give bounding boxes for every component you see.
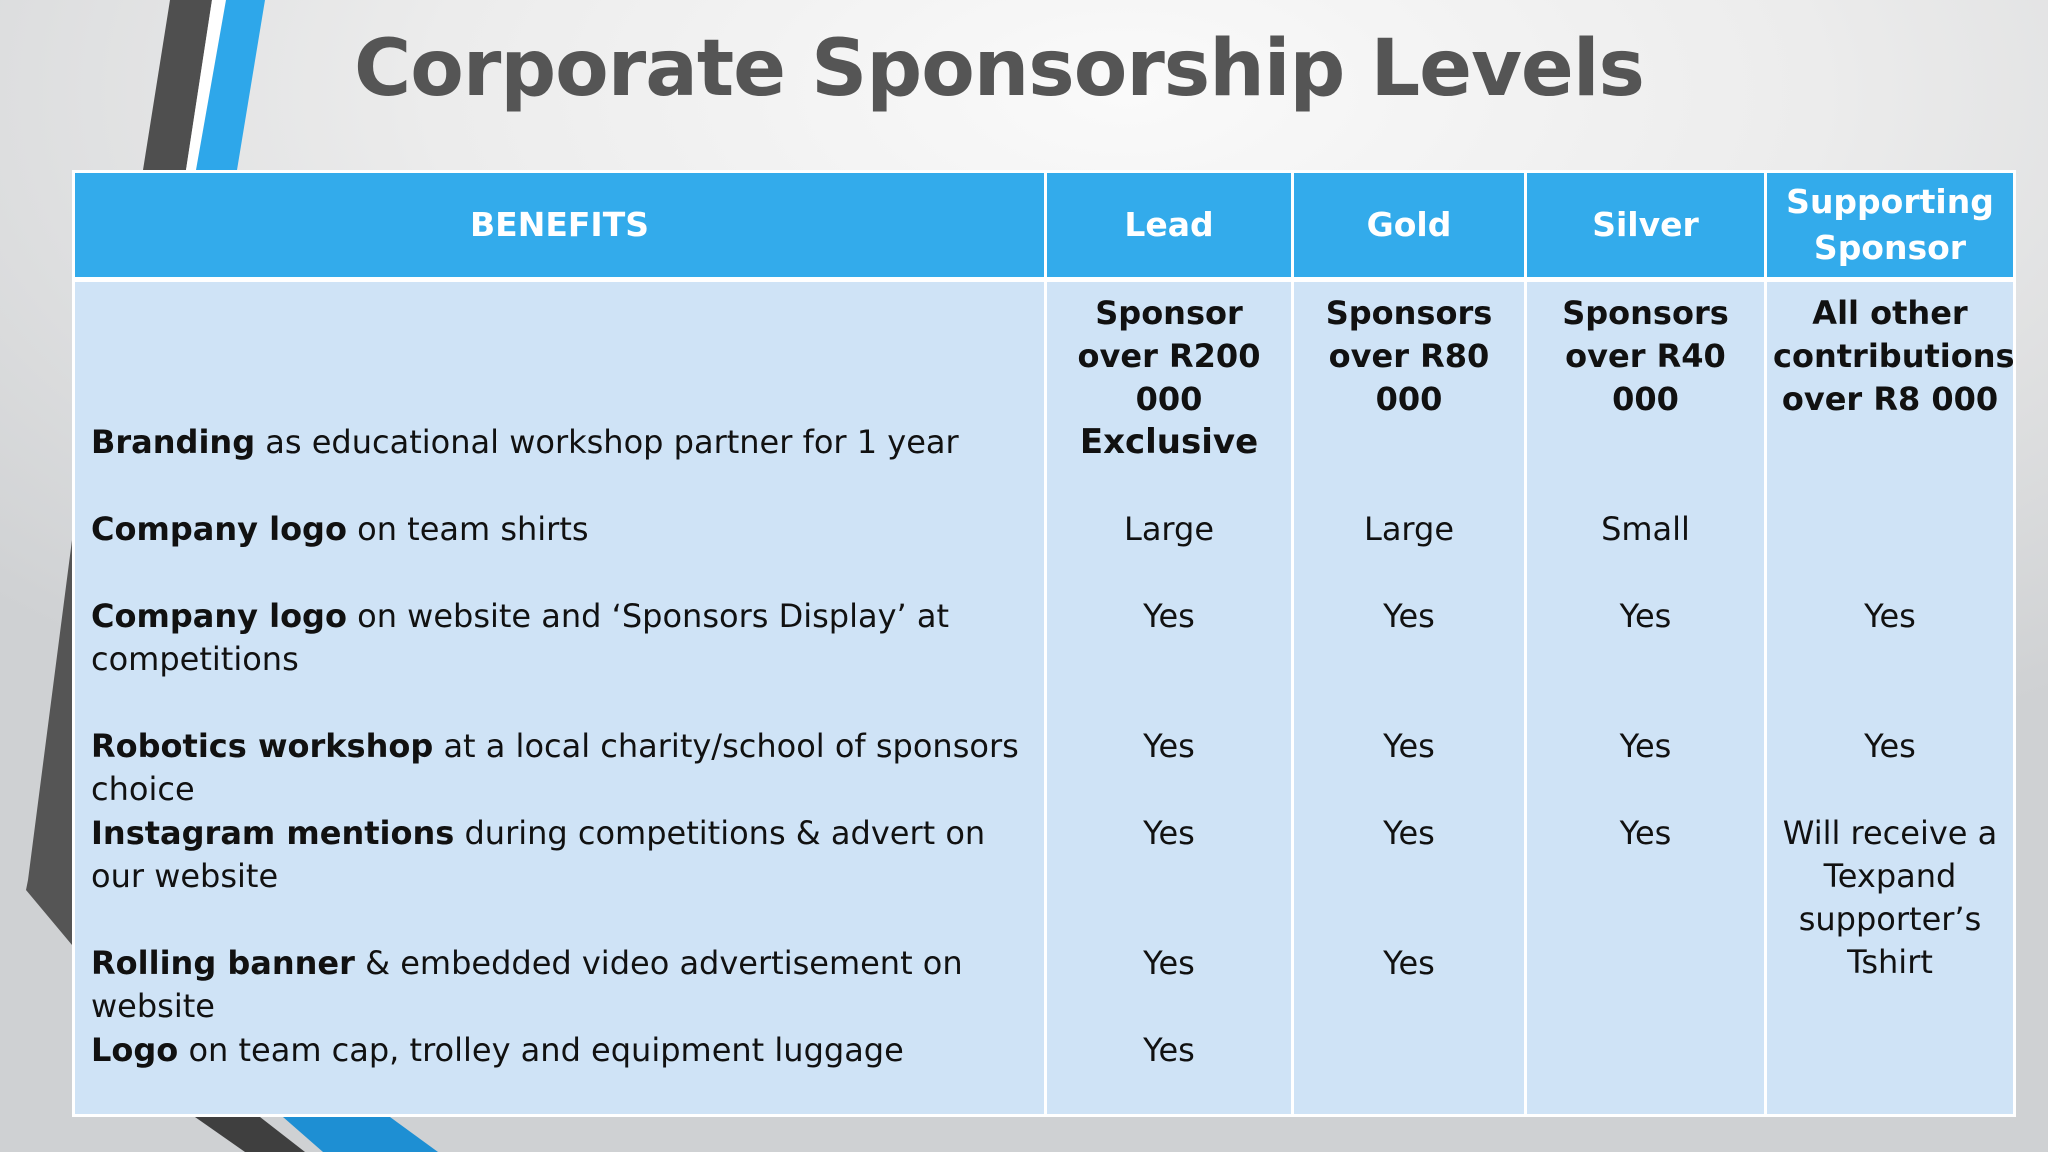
header-gold: Gold	[1291, 170, 1527, 282]
supporting-value: Yes	[1764, 725, 2016, 812]
benefit-desc: on website and ‘Sponsors Display’ at com…	[91, 597, 950, 678]
sponsorship-table: BENEFITS Lead Gold Silver Supporting Spo…	[72, 170, 2016, 1117]
table-row: Rolling banner & embedded video advertis…	[72, 942, 2015, 1029]
benefit-desc: at a local charity/school of sponsors ch…	[91, 727, 1019, 808]
benefit-name: Instagram mentions	[91, 814, 455, 852]
lead-value: Exclusive	[1044, 421, 1294, 508]
benefit-cell: Rolling banner & embedded video advertis…	[72, 942, 1047, 1029]
lead-value: Yes	[1044, 725, 1294, 812]
supporting-value: Yes	[1764, 595, 2016, 725]
lead-value: Yes	[1044, 812, 1294, 942]
silver-value: Small	[1524, 508, 1767, 595]
benefit-cell: Logo on team cap, trolley and equipment …	[72, 1029, 1047, 1117]
gold-value: Yes	[1291, 595, 1527, 725]
gold-value: Yes	[1291, 725, 1527, 812]
benefit-cell: Company logo on website and ‘Sponsors Di…	[72, 595, 1047, 725]
supporting-value	[1764, 421, 2016, 508]
left-gray-band	[26, 540, 72, 945]
silver-value: Yes	[1524, 595, 1767, 725]
table-header-row: BENEFITS Lead Gold Silver Supporting Spo…	[72, 170, 2016, 282]
benefit-name: Robotics workshop	[91, 727, 434, 765]
lead-value: Yes	[1044, 942, 1294, 1029]
benefit-desc: on team shirts	[346, 510, 589, 548]
gold-value: Large	[1291, 508, 1527, 595]
benefit-cell: Branding as educational workshop partner…	[72, 421, 1047, 508]
header-silver: Silver	[1524, 170, 1767, 282]
silver-value: Yes	[1524, 725, 1767, 812]
benefit-desc: on team cap, trolley and equipment lugga…	[178, 1031, 904, 1069]
silver-value	[1524, 1029, 1767, 1117]
benefit-desc: as educational workshop partner for 1 ye…	[255, 423, 959, 461]
gold-value	[1291, 1029, 1527, 1117]
benefit-desc: & embedded video advertisement on websit…	[91, 944, 963, 1025]
table-row: Robotics workshop at a local charity/sch…	[72, 725, 2016, 812]
table-row: Company logo on team shirts Large Large …	[72, 508, 2016, 595]
table-row: Logo on team cap, trolley and equipment …	[72, 1029, 2016, 1117]
silver-value	[1524, 421, 1767, 508]
supporting-value: Will receive a Texpand supporter’s Tshir…	[1764, 812, 2016, 1029]
threshold-silver: Sponsors over R40 000	[1524, 279, 1767, 421]
table-row: Instagram mentions during competitions &…	[72, 812, 2016, 1029]
benefit-name: Rolling banner	[91, 944, 355, 982]
lead-value: Yes	[1044, 595, 1294, 725]
benefit-name: Company logo	[91, 510, 347, 548]
threshold-row: Sponsor over R200 000 Sponsors over R80 …	[72, 279, 2016, 421]
benefit-cell: Company logo on team shirts	[72, 508, 1047, 595]
lead-value: Large	[1044, 508, 1294, 595]
top-gray-stripe	[143, 0, 212, 170]
threshold-gold: Sponsors over R80 000	[1291, 279, 1527, 421]
threshold-supporting: All other contributions over R8 000	[1764, 279, 2016, 421]
table-row: Company logo on website and ‘Sponsors Di…	[72, 595, 2016, 725]
table-row: Branding as educational workshop partner…	[72, 421, 2016, 508]
bottom-blue-stripe	[283, 1117, 438, 1152]
header-supporting: Supporting Sponsor	[1764, 170, 2016, 282]
benefit-name: Branding	[91, 423, 256, 461]
benefit-cell: Instagram mentions during competitions &…	[72, 812, 1047, 942]
bottom-gray-stripe	[195, 1117, 305, 1152]
header-lead: Lead	[1044, 170, 1294, 282]
header-benefits: BENEFITS	[72, 170, 1047, 282]
threshold-benefit-cell	[72, 279, 1047, 421]
gold-value	[1291, 421, 1527, 508]
benefit-desc: during competitions & advert on our webs…	[91, 814, 986, 895]
supporting-value	[1764, 508, 2016, 595]
silver-value	[1524, 942, 1767, 1029]
benefit-cell: Robotics workshop at a local charity/sch…	[72, 725, 1047, 812]
supporting-value	[1764, 1029, 2016, 1117]
benefit-name: Company logo	[91, 597, 347, 635]
gold-value: Yes	[1291, 812, 1527, 942]
top-white-stripe	[186, 0, 226, 170]
page-title-text: Corporate Sponsorship Levels	[354, 24, 1645, 114]
threshold-lead: Sponsor over R200 000	[1044, 279, 1294, 421]
gold-value: Yes	[1291, 942, 1527, 1029]
top-blue-stripe	[196, 0, 265, 170]
page-title: Corporate Sponsorship Levels	[0, 24, 2048, 114]
lead-value: Yes	[1044, 1029, 1294, 1117]
benefit-name: Logo	[91, 1031, 179, 1069]
silver-value: Yes	[1524, 812, 1767, 942]
